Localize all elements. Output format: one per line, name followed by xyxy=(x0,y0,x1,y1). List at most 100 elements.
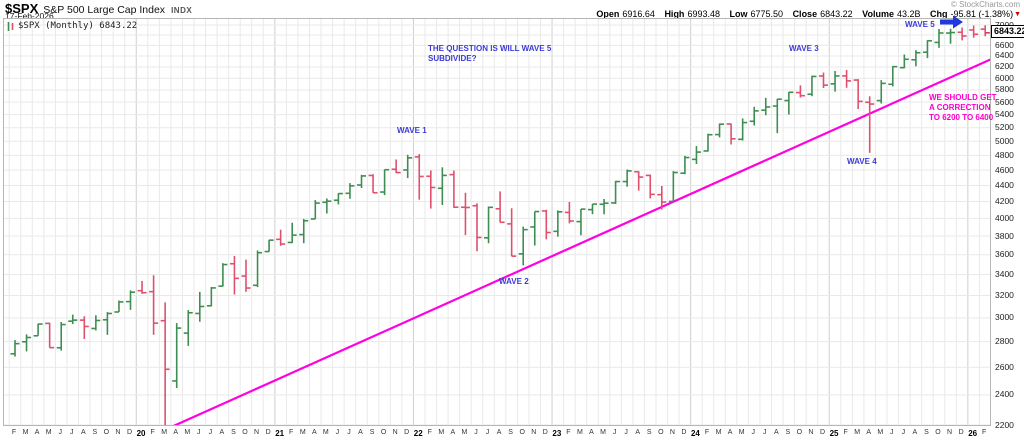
y-axis-label: 4000 xyxy=(995,212,1014,223)
ohlc-bar xyxy=(137,280,147,294)
ohlc-bar xyxy=(853,79,863,110)
close-value: 6843.22 xyxy=(820,9,853,19)
x-axis-month-label: M xyxy=(322,429,329,436)
low-label: Low xyxy=(729,9,748,19)
x-axis-month-label: M xyxy=(738,429,745,436)
x-axis-month-label: N xyxy=(392,429,398,436)
x-axis-year-label: 20 xyxy=(136,429,146,438)
x-axis-month-label: O xyxy=(242,429,248,436)
x-axis-month-label: F xyxy=(982,429,987,436)
x-axis-month-label: F xyxy=(704,429,710,436)
x-axis-year-label: 22 xyxy=(413,429,423,438)
x-axis-month-label: S xyxy=(508,429,513,436)
ohlc-bar xyxy=(126,290,135,310)
ohlc-bar xyxy=(507,208,517,257)
x-axis-month-label: S xyxy=(924,429,929,436)
ohlc-bar xyxy=(588,203,597,215)
ohlc-bar xyxy=(45,322,55,349)
x-axis-month-label: M xyxy=(438,429,445,436)
x-axis-month-label: S xyxy=(231,429,236,436)
y-axis-label: 2600 xyxy=(995,361,1014,372)
x-axis-month-label: N xyxy=(669,429,675,436)
x-axis-month-label: S xyxy=(92,429,98,436)
ohlc-bar xyxy=(553,210,563,237)
x-axis-month-label: O xyxy=(796,429,803,436)
ohlc-bar xyxy=(957,27,967,41)
chg-label: Chg xyxy=(930,9,948,19)
x-axis-month-label: J xyxy=(612,429,617,436)
x-axis-month-label: J xyxy=(347,429,351,436)
high-value: 6993.48 xyxy=(687,9,720,19)
ohlc-bar xyxy=(668,171,678,203)
x-axis-month-label: F xyxy=(289,429,294,436)
ohlc-bar xyxy=(218,263,228,287)
x-axis-month-label: S xyxy=(785,429,791,436)
x-axis-year-label: 23 xyxy=(552,429,562,438)
ohlc-bar xyxy=(426,170,436,209)
x-axis-month-label: J xyxy=(763,429,767,436)
x-axis-month-label: O xyxy=(380,429,387,436)
chart-date: 17-Feb-2026 xyxy=(5,11,54,21)
y-axis-label: 2200 xyxy=(995,419,1014,430)
x-axis-month-label: J xyxy=(751,429,755,436)
ohlc-bar xyxy=(726,123,736,145)
x-axis-month-label: J xyxy=(58,429,62,436)
ohlc-bar xyxy=(183,310,193,346)
ohlc-bar xyxy=(79,316,89,339)
ohlc-bar xyxy=(149,275,159,335)
ohlc-bar xyxy=(22,334,32,352)
ohlc-bar xyxy=(472,203,482,252)
ohlc-bar xyxy=(391,159,401,174)
x-axis-month-label: A xyxy=(173,429,179,436)
ohlc-bar xyxy=(368,174,378,194)
y-axis-label: 6200 xyxy=(995,61,1014,72)
ohlc-bar xyxy=(657,186,667,210)
x-axis-month-label: A xyxy=(773,429,779,436)
x-axis-month-label: M xyxy=(715,429,722,436)
ohlc-bar xyxy=(160,302,170,425)
legend-text: $SPX (Monthly) 6843.22 xyxy=(18,21,138,31)
ohlc-bar xyxy=(876,80,886,104)
x-axis-month-label: A xyxy=(34,429,40,436)
chg-down-triangle-icon: ▼ xyxy=(1014,11,1021,18)
ohlc-bar xyxy=(10,340,20,357)
ohlc-bar xyxy=(91,315,101,331)
x-axis-month-label: J xyxy=(901,429,906,436)
y-axis-label: 4600 xyxy=(995,164,1014,175)
open-value: 6916.64 xyxy=(622,9,655,19)
low-value: 6775.50 xyxy=(750,9,784,19)
y-axis-label: 3600 xyxy=(995,249,1014,260)
chart-canvas xyxy=(4,19,990,425)
ohlc-bar xyxy=(830,70,840,92)
copyright-link[interactable]: © StockCharts.com xyxy=(950,0,1020,9)
x-axis-month-label: N xyxy=(808,429,814,436)
x-axis-month-label: A xyxy=(450,429,456,436)
ohlc-bar xyxy=(645,174,655,199)
ohlc-bar xyxy=(310,200,320,220)
x-axis-month-label: A xyxy=(912,429,918,436)
ohlc-bar xyxy=(102,312,112,335)
ohlc-bar xyxy=(865,96,875,153)
ohlc-bar xyxy=(564,201,574,224)
y-axis-label: 5800 xyxy=(995,84,1014,95)
ohlc-bar xyxy=(241,259,251,292)
ohlc-bar xyxy=(437,167,447,206)
ohlc-bar xyxy=(449,170,459,208)
ohlc-bar xyxy=(946,28,956,44)
y-axis-label: 4400 xyxy=(995,179,1014,190)
ohlc-bar xyxy=(599,198,609,215)
x-axis-month-label: J xyxy=(624,429,628,436)
x-axis-month-label: J xyxy=(208,429,213,436)
ohlc-bar xyxy=(253,250,263,288)
x-axis-month-label: N xyxy=(531,429,537,436)
x-axis-month-label: M xyxy=(854,429,861,436)
ohlc-bar xyxy=(749,106,759,126)
annotation-wave2: WAVE 2 xyxy=(499,277,529,286)
ohlc-bar xyxy=(206,286,216,307)
annotation-wave5: WAVE 5 xyxy=(905,20,935,29)
x-axis-month-label: M xyxy=(22,429,29,436)
y-axis-label: 3800 xyxy=(995,230,1014,241)
ohlc-bar xyxy=(761,97,771,116)
y-axis-label: 5200 xyxy=(995,122,1014,133)
x-axis-month-label: M xyxy=(184,429,191,436)
